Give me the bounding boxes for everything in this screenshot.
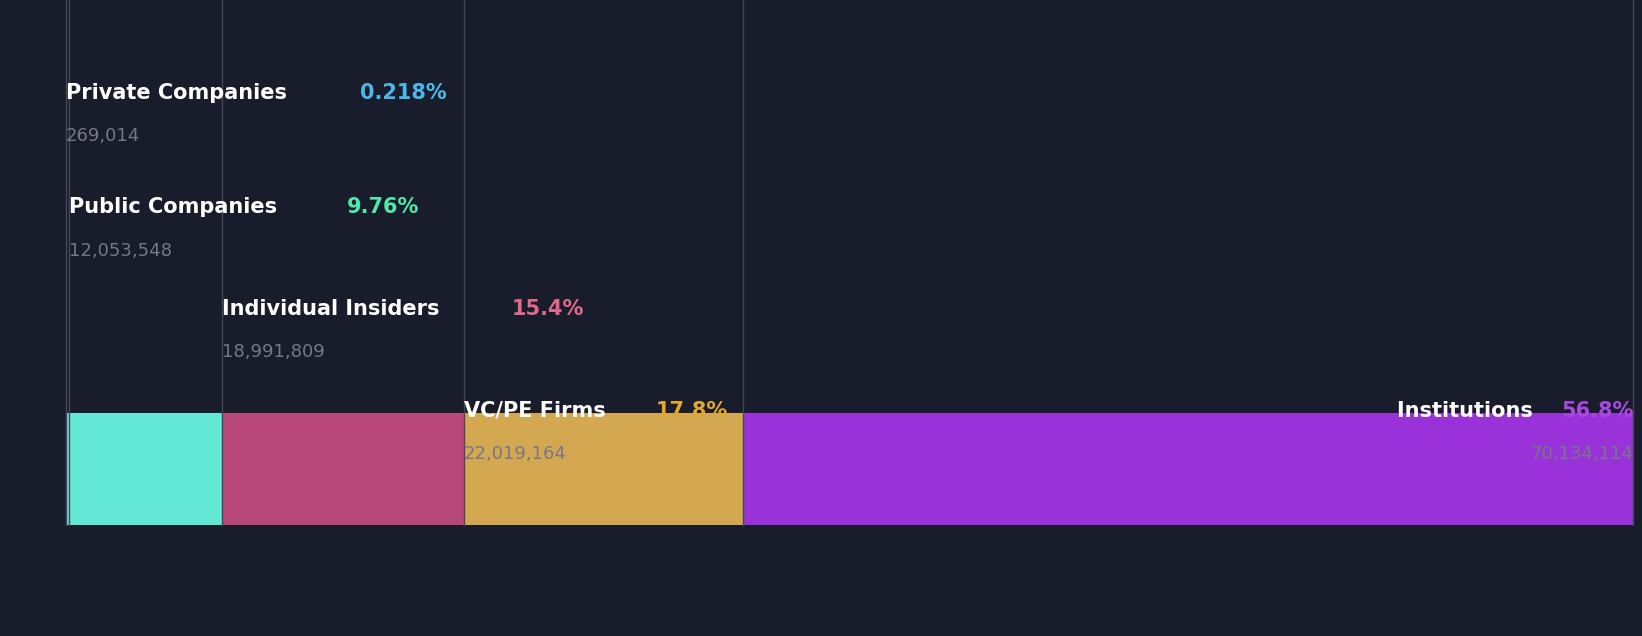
Bar [69, 413, 222, 525]
Text: 269,014: 269,014 [66, 127, 140, 145]
Text: 12,053,548: 12,053,548 [69, 242, 172, 259]
Bar [222, 413, 463, 525]
Text: Individual Insiders: Individual Insiders [222, 299, 447, 319]
Text: 17.8%: 17.8% [655, 401, 727, 420]
Text: 15.4%: 15.4% [512, 299, 585, 319]
Text: 56.8%: 56.8% [1562, 401, 1634, 420]
Text: Private Companies: Private Companies [66, 83, 294, 102]
Text: 22,019,164: 22,019,164 [463, 445, 566, 463]
Text: 18,991,809: 18,991,809 [222, 343, 325, 361]
Text: 9.76%: 9.76% [346, 197, 419, 217]
Bar [742, 413, 1634, 525]
Bar [463, 413, 742, 525]
Text: VC/PE Firms: VC/PE Firms [463, 401, 612, 420]
Text: Public Companies: Public Companies [69, 197, 284, 217]
Text: 70,134,114: 70,134,114 [1530, 445, 1634, 463]
Bar [66, 413, 69, 525]
Text: 0.218%: 0.218% [360, 83, 447, 102]
Text: Institutions: Institutions [1397, 401, 1540, 420]
